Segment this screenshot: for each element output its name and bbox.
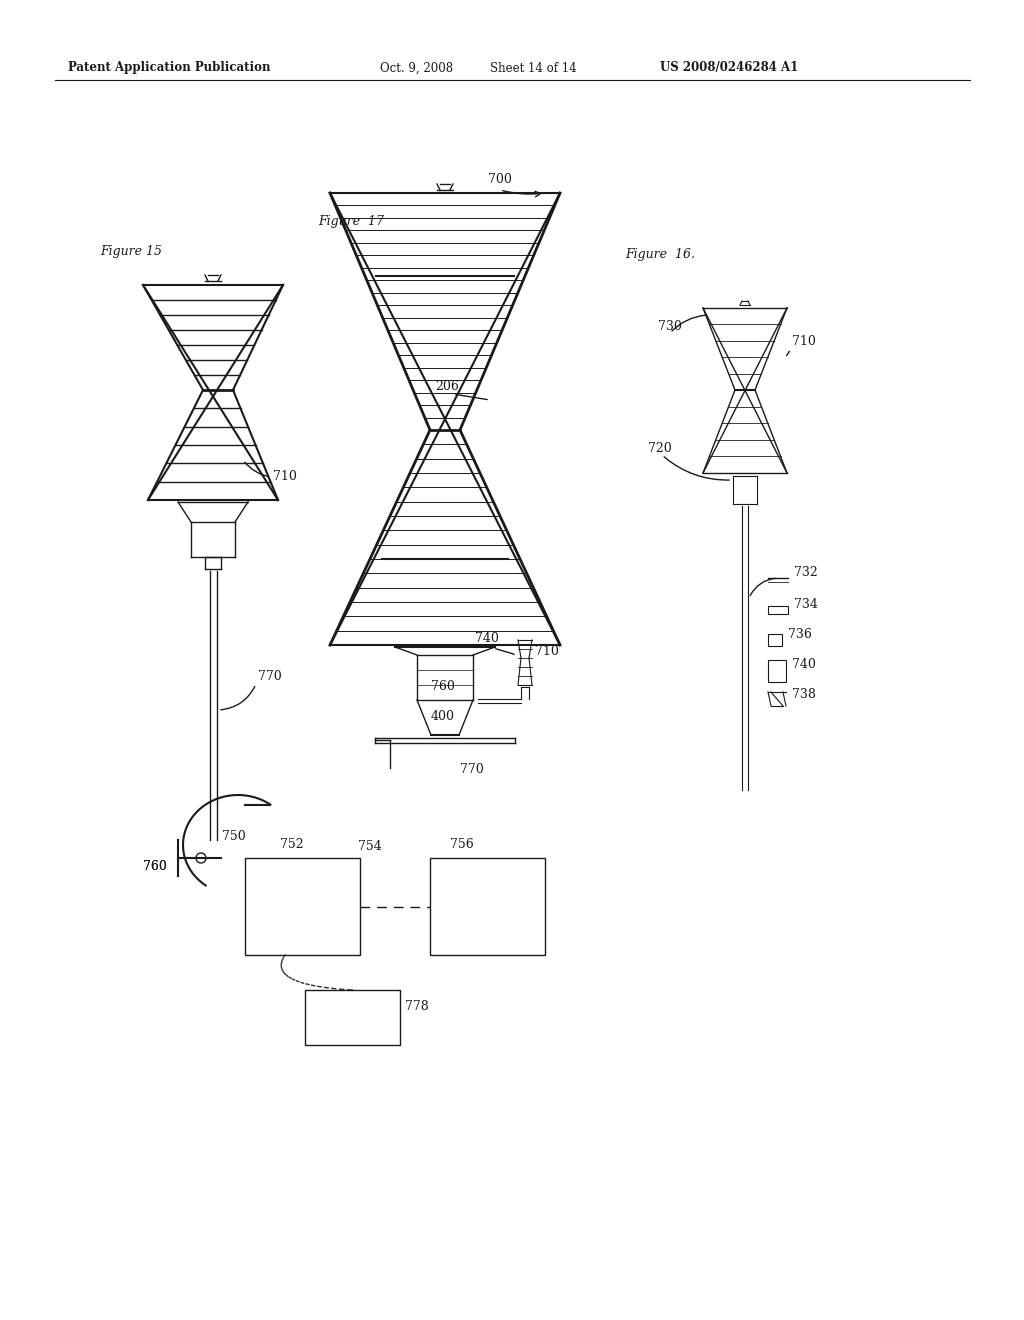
- Text: 770: 770: [460, 763, 483, 776]
- Text: 750: 750: [222, 830, 246, 843]
- Text: 760: 760: [143, 861, 167, 873]
- Text: 754: 754: [358, 840, 382, 853]
- Text: 752: 752: [280, 838, 304, 851]
- Text: 740: 740: [475, 632, 499, 645]
- Text: 734: 734: [794, 598, 818, 611]
- FancyBboxPatch shape: [305, 990, 400, 1045]
- Text: 740: 740: [792, 657, 816, 671]
- Text: 778: 778: [406, 1001, 429, 1012]
- Text: 710: 710: [535, 645, 559, 657]
- FancyBboxPatch shape: [768, 660, 786, 682]
- Text: 732: 732: [794, 566, 818, 579]
- Text: Oct. 9, 2008: Oct. 9, 2008: [380, 62, 454, 74]
- Text: 736: 736: [788, 628, 812, 642]
- FancyBboxPatch shape: [430, 858, 545, 954]
- Text: Sheet 14 of 14: Sheet 14 of 14: [490, 62, 577, 74]
- Text: 760: 760: [431, 680, 455, 693]
- FancyBboxPatch shape: [768, 606, 788, 614]
- Text: Figure  17: Figure 17: [318, 215, 384, 228]
- Text: 700: 700: [488, 173, 512, 186]
- Text: Figure  16.: Figure 16.: [625, 248, 695, 261]
- Text: Patent Application Publication: Patent Application Publication: [68, 62, 270, 74]
- FancyBboxPatch shape: [245, 858, 360, 954]
- Text: 760: 760: [143, 861, 167, 873]
- Text: 720: 720: [648, 442, 672, 455]
- Text: 738: 738: [792, 688, 816, 701]
- Circle shape: [196, 853, 206, 863]
- Text: Figure 15: Figure 15: [100, 246, 162, 257]
- Text: 400: 400: [431, 710, 455, 723]
- Text: 710: 710: [273, 470, 297, 483]
- FancyBboxPatch shape: [768, 634, 782, 645]
- Text: 206: 206: [435, 380, 459, 393]
- Text: 770: 770: [258, 671, 282, 682]
- Text: US 2008/0246284 A1: US 2008/0246284 A1: [660, 62, 799, 74]
- Text: 756: 756: [450, 838, 474, 851]
- Text: 710: 710: [792, 335, 816, 348]
- Text: 730: 730: [658, 319, 682, 333]
